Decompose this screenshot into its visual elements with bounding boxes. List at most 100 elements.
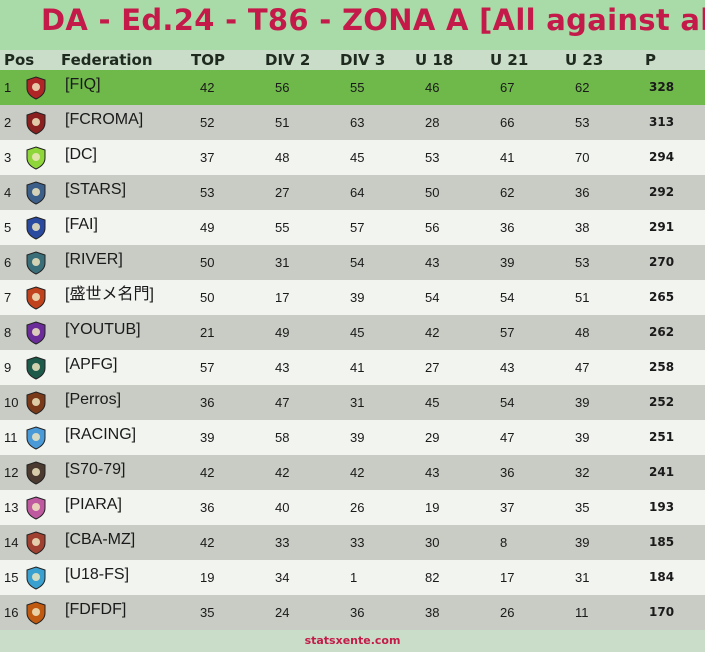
table-row[interactable]: 8 [YOUTUB] 21 49 45 42 57 48 262 (0, 315, 705, 350)
row-u23: 36 (575, 185, 590, 200)
header-div3: DIV 3 (340, 51, 386, 69)
row-div2: 49 (275, 325, 290, 340)
row-federation[interactable]: [PIARA] (65, 496, 122, 513)
row-position: 11 (4, 430, 18, 445)
row-position: 10 (4, 395, 19, 410)
perros-shield-icon (24, 391, 48, 415)
row-u18: 42 (425, 325, 440, 340)
footer-source[interactable]: statsxente.com (304, 634, 401, 647)
row-position: 8 (4, 325, 12, 340)
row-u23: 38 (575, 220, 590, 235)
row-top: 49 (200, 220, 215, 235)
row-div3: 42 (350, 465, 365, 480)
row-u23: 70 (575, 150, 590, 165)
row-federation[interactable]: [S70-79] (65, 461, 126, 478)
row-div2: 27 (275, 185, 290, 200)
row-federation[interactable]: [U18-FS] (65, 566, 130, 583)
row-u21: 8 (500, 535, 508, 550)
table-row[interactable]: 4 [STARS] 53 27 64 50 62 36 292 (0, 175, 705, 210)
row-points: 294 (649, 150, 675, 164)
table-row[interactable]: 15 [U18-FS] 19 34 1 82 17 31 184 (0, 560, 705, 595)
table-row[interactable]: 2 [FCROMA] 52 51 63 28 66 53 313 (0, 105, 705, 140)
row-position: 1 (4, 80, 12, 95)
table-row[interactable]: 11 [RACING] 39 58 39 29 47 39 251 (0, 420, 705, 455)
row-top: 42 (200, 535, 215, 550)
row-federation[interactable]: [RACING] (65, 426, 137, 443)
table-row[interactable]: 5 [FAI] 49 55 57 56 36 38 291 (0, 210, 705, 245)
row-points: 292 (649, 185, 675, 199)
row-federation[interactable]: [DC] (65, 146, 97, 163)
page-title: DA - Ed.24 - T86 - ZONA A [All against a… (41, 3, 705, 37)
row-federation[interactable]: [FIQ] (65, 76, 101, 93)
row-federation[interactable]: [CBA-MZ] (65, 531, 136, 548)
row-federation[interactable]: [YOUTUB] (65, 321, 141, 338)
row-points: 270 (649, 255, 675, 269)
row-federation[interactable]: [盛世メ名門] (65, 286, 154, 303)
row-div2: 48 (275, 150, 290, 165)
row-u18: 29 (425, 430, 440, 445)
table-row[interactable]: 7 [盛世メ名門] 50 17 39 54 54 51 265 (0, 280, 705, 315)
row-points: 313 (649, 115, 675, 129)
row-u23: 39 (575, 430, 590, 445)
row-div2: 56 (275, 80, 290, 95)
row-federation[interactable]: [APFG] (65, 356, 118, 373)
s70-shield-icon (24, 461, 48, 485)
header-u21: U 21 (490, 51, 529, 69)
piara-badge-icon (24, 496, 48, 520)
row-top: 36 (200, 500, 215, 515)
row-top: 50 (200, 290, 215, 305)
row-div2: 58 (275, 430, 290, 445)
row-position: 3 (4, 150, 12, 165)
row-top: 19 (200, 570, 215, 585)
fai-crest-icon (24, 216, 48, 240)
table-row[interactable]: 1 [FIQ] 42 56 55 46 67 62 328 (0, 70, 705, 105)
header-pos: Pos (4, 51, 35, 69)
row-div3: 55 (350, 80, 365, 95)
table-row[interactable]: 9 [APFG] 57 43 41 27 43 47 258 (0, 350, 705, 385)
row-u23: 62 (575, 80, 590, 95)
row-u21: 66 (500, 115, 515, 130)
row-div2: 17 (275, 290, 290, 305)
header-div2: DIV 2 (265, 51, 311, 69)
row-federation[interactable]: [FCROMA] (65, 111, 144, 128)
row-top: 42 (200, 465, 215, 480)
fcroma-crest-icon (24, 111, 48, 135)
row-federation[interactable]: [RIVER] (65, 251, 123, 268)
row-points: 170 (649, 605, 675, 619)
row-div3: 39 (350, 290, 365, 305)
row-u18: 45 (425, 395, 440, 410)
row-u21: 37 (500, 500, 515, 515)
table-header: Pos Federation TOP DIV 2 DIV 3 U 18 U 21… (0, 50, 705, 70)
row-u23: 32 (575, 465, 590, 480)
table-row[interactable]: 12 [S70-79] 42 42 42 43 36 32 241 (0, 455, 705, 490)
row-top: 57 (200, 360, 215, 375)
stars-star-icon (24, 181, 48, 205)
table-row[interactable]: 6 [RIVER] 50 31 54 43 39 53 270 (0, 245, 705, 280)
row-u23: 39 (575, 535, 590, 550)
row-u21: 67 (500, 80, 515, 95)
dragon-crest-icon (24, 286, 48, 310)
row-top: 42 (200, 80, 215, 95)
table-row[interactable]: 16 [FDFDF] 35 24 36 38 26 11 170 (0, 595, 705, 630)
row-div3: 57 (350, 220, 365, 235)
table-row[interactable]: 3 [DC] 37 48 45 53 41 70 294 (0, 140, 705, 175)
row-div3: 39 (350, 430, 365, 445)
river-crest-icon (24, 251, 48, 275)
row-div2: 24 (275, 605, 290, 620)
row-federation[interactable]: [STARS] (65, 181, 127, 198)
row-u23: 53 (575, 115, 590, 130)
dc-shield-icon (24, 146, 48, 170)
row-u18: 56 (425, 220, 440, 235)
row-div2: 31 (275, 255, 290, 270)
table-row[interactable]: 10 [Perros] 36 47 31 45 54 39 252 (0, 385, 705, 420)
row-u23: 39 (575, 395, 590, 410)
row-div3: 45 (350, 325, 365, 340)
header-u23: U 23 (565, 51, 604, 69)
fiq-crest-icon (24, 76, 48, 100)
row-div2: 55 (275, 220, 290, 235)
row-federation[interactable]: [Perros] (65, 391, 122, 408)
table-row[interactable]: 13 [PIARA] 36 40 26 19 37 35 193 (0, 490, 705, 525)
row-federation[interactable]: [FDFDF] (65, 601, 127, 618)
table-row[interactable]: 14 [CBA-MZ] 42 33 33 30 8 39 185 (0, 525, 705, 560)
row-federation[interactable]: [FAI] (65, 216, 98, 233)
